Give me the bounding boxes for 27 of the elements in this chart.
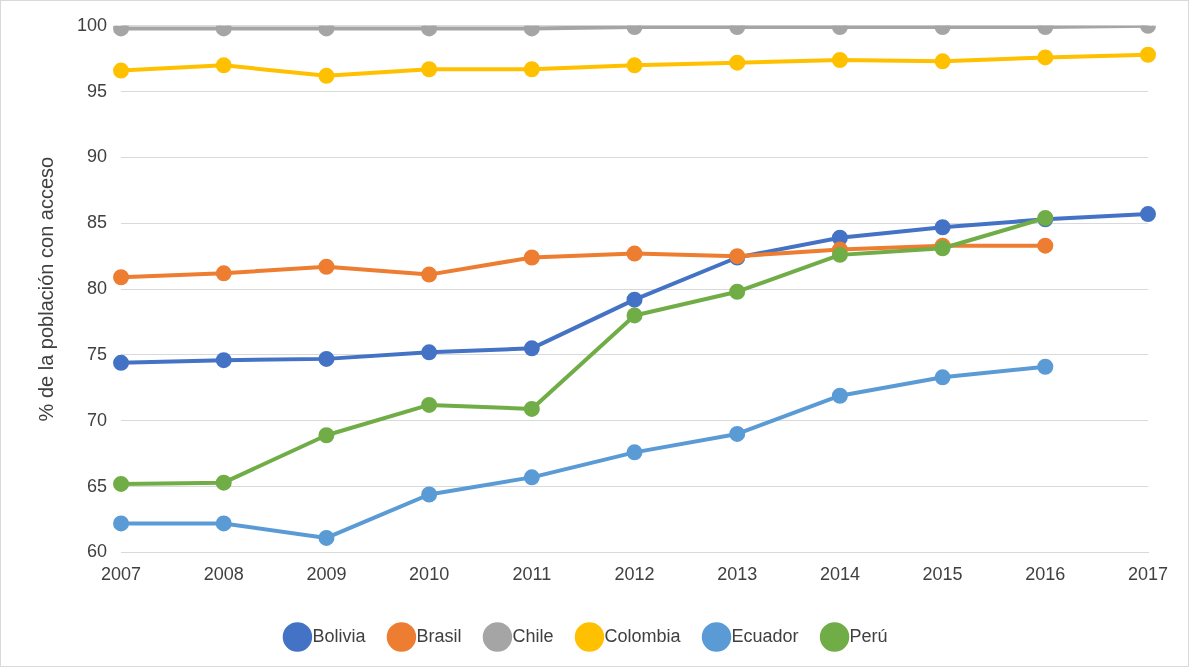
legend-label: Bolivia: [312, 625, 367, 646]
x-tick-label: 2008: [203, 564, 244, 585]
y-tick-label: 90: [87, 146, 108, 167]
legend-label: Chile: [512, 625, 554, 646]
y-tick-label: 100: [76, 14, 108, 35]
legend-label: Ecuador: [731, 625, 799, 646]
x-tick-label: 2016: [1025, 564, 1066, 585]
x-tick-label: 2011: [512, 564, 552, 585]
y-tick-label: 65: [87, 475, 108, 496]
legend-label: Brasil: [416, 625, 462, 646]
y-tick-label: 75: [87, 343, 108, 364]
y-tick-label: 70: [87, 409, 108, 430]
x-tick-label: 2015: [922, 564, 963, 585]
legend-label: Colombia: [604, 625, 682, 646]
x-tick-label: 2017: [1127, 564, 1169, 585]
y-axis-title: % de la población con acceso: [34, 156, 57, 422]
y-tick-label: 60: [87, 541, 108, 562]
x-tick-label: 2009: [306, 564, 347, 585]
y-tick-label: 85: [87, 212, 108, 233]
legend-label: Perú: [849, 625, 888, 646]
y-tick-label: 80: [87, 278, 108, 299]
x-tick-label: 2014: [819, 564, 860, 585]
x-tick-label: 2010: [409, 564, 450, 585]
x-tick-label: 2012: [614, 564, 655, 585]
x-tick-label: 2013: [717, 564, 758, 585]
y-tick-label: 95: [87, 80, 108, 101]
x-tick-label: 2007: [101, 564, 142, 585]
